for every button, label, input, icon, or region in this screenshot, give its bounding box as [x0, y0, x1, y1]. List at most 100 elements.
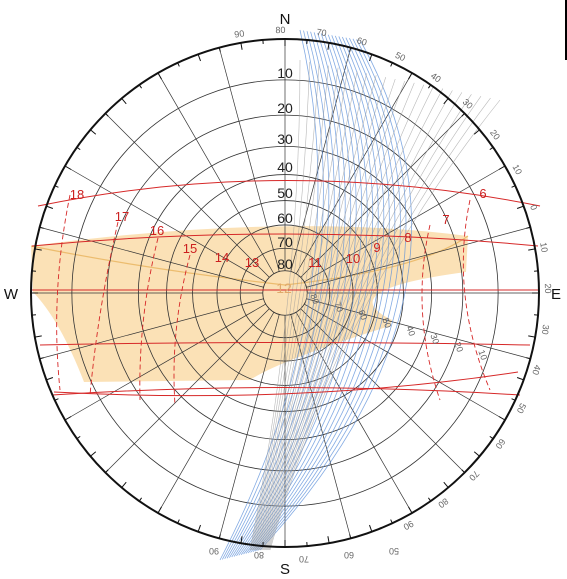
protractor-blue-line [252, 38, 396, 553]
azimuth-tick [516, 205, 524, 209]
azimuth-tick [157, 506, 162, 514]
hour-line [173, 254, 191, 406]
protractor-arc-label: 40 [429, 71, 443, 85]
protractor-gray-line [261, 82, 415, 551]
east-label: E [551, 286, 561, 303]
west-label: W [4, 286, 19, 303]
protractor-gray-line [267, 96, 482, 551]
protractor-arc-label: 60 [493, 437, 507, 451]
protractor-axis-label: 20 [452, 341, 465, 354]
azimuth-line [39, 298, 264, 360]
protractor-gray-line [255, 71, 358, 551]
protractor-gray-line [268, 97, 491, 551]
azimuth-line [295, 72, 413, 274]
protractor-blue-line [222, 30, 324, 560]
protractor-arc-label: 10 [538, 242, 550, 254]
azimuth-line [306, 298, 531, 360]
azimuth-tick [54, 185, 59, 188]
azimuth-tick [121, 481, 127, 488]
azimuth-line [105, 308, 270, 473]
azimuth-tick [511, 185, 516, 188]
azimuth-tick [369, 54, 373, 62]
sun-path-line [37, 180, 541, 207]
sun-path-line [39, 342, 531, 346]
altitude-label-40: 40 [277, 159, 293, 175]
protractor-blue-line [257, 39, 407, 551]
azimuth-tick [177, 519, 180, 524]
azimuth-tick [390, 62, 393, 67]
azimuth-tick [34, 248, 42, 251]
azimuth-tick [489, 146, 494, 151]
azimuth-tick [489, 435, 494, 440]
azimuth-tick [526, 357, 531, 360]
hour-label-17: 17 [115, 209, 129, 224]
azimuth-tick [408, 506, 413, 514]
azimuth-tick [528, 335, 536, 338]
protractor-arc-label: 30 [461, 97, 475, 111]
hour-label-11: 11 [308, 255, 322, 270]
azimuth-line [39, 226, 264, 288]
protractor-gray-line [250, 61, 310, 551]
azimuth-line [105, 113, 270, 278]
window-edge [565, 0, 567, 60]
protractor-gray-line [258, 77, 387, 551]
hour-label-16: 16 [150, 223, 164, 238]
azimuth-line [290, 314, 352, 539]
outer-azimuth-ring [30, 38, 540, 548]
protractor-axis-label: 50 [380, 317, 393, 330]
azimuth-tick [39, 226, 44, 229]
protractor-arc-label: 20 [488, 128, 502, 142]
azimuth-tick [76, 435, 81, 440]
polar-grid [31, 39, 539, 547]
protractor-blue-line [254, 38, 401, 552]
sun-path-line [31, 233, 539, 247]
protractor-arc-label: 40 [530, 364, 542, 377]
azimuth-line [157, 72, 275, 274]
sun-path-line [51, 387, 521, 396]
azimuth-tick [427, 497, 432, 502]
azimuth-tick [76, 146, 81, 151]
azimuth-tick [105, 113, 109, 117]
protractor-arc-label: 0 [528, 203, 539, 211]
protractor-axis-label: 60 [356, 309, 369, 322]
azimuth-tick [39, 357, 44, 360]
protractor-axis-label: 40 [404, 325, 417, 338]
azimuth-tick [473, 451, 480, 457]
altitude-label-70: 70 [277, 234, 293, 250]
protractor-arc-label: 80 [275, 25, 285, 35]
azimuth-tick [46, 205, 54, 209]
protractor-bottom-label: 90 [209, 546, 219, 556]
azimuth-tick [64, 416, 72, 421]
protractor-axis-label: 10 [476, 349, 489, 362]
azimuth-tick [46, 377, 54, 381]
hour-label-6: 6 [479, 186, 486, 201]
azimuth-tick [54, 398, 59, 401]
shading-protractor-overlay [219, 29, 501, 561]
azimuth-tick [218, 47, 221, 52]
hour-label-13: 13 [245, 255, 259, 270]
hour-line [462, 199, 491, 391]
protractor-bottom-label: 60 [344, 550, 354, 560]
hour-line [421, 224, 441, 401]
azimuth-tick [197, 524, 201, 532]
azimuth-line [64, 303, 266, 421]
protractor-gray-line [254, 69, 348, 551]
azimuth-tick [34, 335, 42, 338]
azimuth-line [306, 226, 531, 288]
hour-label-9: 9 [373, 240, 380, 255]
protractor-blue-line [231, 32, 346, 558]
azimuth-tick [461, 113, 465, 117]
protractor-blue-line [247, 36, 385, 554]
azimuth-tick [511, 398, 516, 401]
azimuth-tick [408, 72, 413, 80]
hour-label-8: 8 [404, 230, 411, 245]
protractor-gray-line [257, 75, 377, 551]
azimuth-tick [90, 129, 97, 135]
protractor-gray-line [252, 65, 329, 551]
protractor-gray-line [260, 80, 406, 551]
protractor-arc-label: 90 [234, 28, 246, 40]
protractor-arc-label: 50 [515, 402, 528, 415]
protractor-arc-label: 70 [467, 469, 481, 483]
hour-line [56, 194, 71, 391]
protractor-blue-line [219, 29, 319, 561]
